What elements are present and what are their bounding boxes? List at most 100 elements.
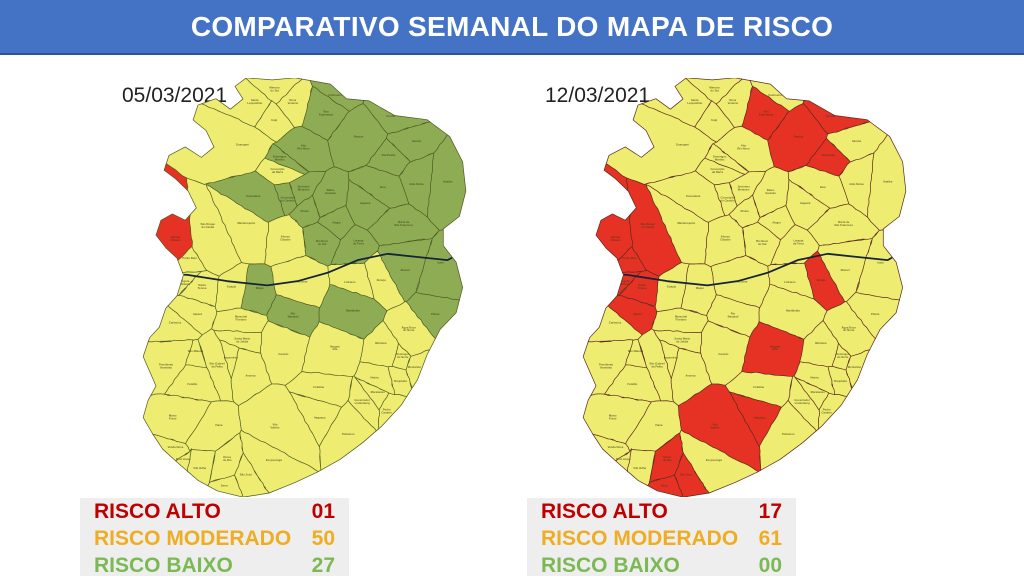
- svg-text:Ibitirama: Ibitirama: [375, 341, 387, 345]
- svg-text:Viana: Viana: [655, 423, 663, 427]
- svg-text:Vitória: Vitória: [370, 376, 379, 380]
- svg-text:PresidenteKennedy: Presidente Kennedy: [159, 363, 174, 370]
- svg-text:Muqui: Muqui: [256, 286, 264, 290]
- svg-text:Mucuri: Mucuri: [841, 268, 850, 272]
- svg-text:João Neiva: João Neiva: [409, 182, 424, 186]
- svg-text:Sooretama: Sooretama: [246, 194, 261, 198]
- svg-text:Bom Jesus: Bom Jesus: [616, 457, 631, 461]
- svg-text:Itarana: Itarana: [412, 139, 422, 143]
- svg-text:Ponto Belo: Ponto Belo: [182, 256, 197, 260]
- svg-text:Pinheiros: Pinheiros: [782, 432, 795, 436]
- svg-text:Fundão: Fundão: [187, 382, 197, 386]
- svg-text:Alegre: Alegre: [332, 220, 341, 224]
- svg-text:Itaguaçu: Itaguaçu: [754, 416, 766, 420]
- svg-text:Viana: Viana: [215, 423, 223, 427]
- svg-text:Brejetuba: Brejetuba: [394, 379, 407, 383]
- svg-text:Vila Pavão: Vila Pavão: [822, 153, 836, 157]
- svg-text:Itarana: Itarana: [852, 139, 862, 143]
- svg-text:Linhares: Linhares: [784, 280, 796, 284]
- svg-text:Iconha: Iconha: [826, 114, 835, 118]
- svg-text:São Gabrielda Palha: São Gabriel da Palha: [649, 361, 665, 368]
- svg-text:Água Docedo Norte: Água Doce do Norte: [401, 324, 416, 332]
- svg-text:Aracruz: Aracruz: [685, 373, 696, 377]
- svg-text:Ibitirama: Ibitirama: [815, 341, 827, 345]
- svg-text:Marilândia: Marilândia: [786, 308, 800, 312]
- svg-text:Muqui: Muqui: [696, 286, 704, 290]
- svg-text:São Roquedo Canaã: São Roque do Canaã: [641, 222, 656, 229]
- svg-text:Montanha: Montanha: [848, 365, 862, 369]
- svg-text:Ibatiba: Ibatiba: [883, 179, 892, 183]
- svg-text:Cariacica: Cariacica: [169, 321, 182, 325]
- svg-text:Serra: Serra: [221, 483, 229, 487]
- svg-text:Montanha: Montanha: [408, 365, 422, 369]
- svg-text:Castelo: Castelo: [278, 352, 288, 356]
- svg-text:Irupi: Irupi: [271, 118, 277, 122]
- svg-text:Pinheiros: Pinheiros: [342, 432, 355, 436]
- svg-text:Apiacá: Apiacá: [633, 312, 643, 316]
- svg-text:Cariacica: Cariacica: [609, 321, 622, 325]
- svg-text:Icatu: Icatu: [877, 261, 884, 265]
- svg-text:Fundão: Fundão: [627, 382, 637, 386]
- svg-text:Guarapari: Guarapari: [236, 142, 249, 146]
- svg-text:Venda Nova: Venda Nova: [168, 445, 184, 449]
- svg-text:Mantenópolis: Mantenópolis: [677, 221, 695, 225]
- svg-text:Colatina: Colatina: [753, 385, 764, 389]
- svg-text:Marataízes: Marataízes: [811, 390, 826, 394]
- svg-text:Mucuri: Mucuri: [401, 268, 410, 272]
- svg-text:Brejetuba: Brejetuba: [834, 379, 847, 383]
- svg-text:Guaçuí: Guaçuí: [227, 285, 237, 289]
- svg-text:SantaTeresa: Santa Teresa: [638, 283, 647, 290]
- svg-text:Vila Velha: Vila Velha: [633, 466, 646, 470]
- svg-text:Serra: Serra: [661, 483, 669, 487]
- svg-text:Colatina: Colatina: [313, 385, 324, 389]
- svg-text:Piúma: Piúma: [871, 312, 880, 316]
- svg-text:Jaguaré: Jaguaré: [360, 201, 371, 205]
- svg-text:PresidenteKennedy: Presidente Kennedy: [599, 363, 614, 370]
- svg-text:Icatu: Icatu: [437, 261, 444, 265]
- svg-text:Ibiraçu: Ibiraçu: [817, 278, 826, 282]
- svg-text:Guaçuí: Guaçuí: [667, 285, 677, 289]
- svg-text:Ecoporanga: Ecoporanga: [266, 458, 282, 462]
- svg-text:Marataízes: Marataízes: [371, 390, 386, 394]
- svg-text:Conceiçãodo Castelo: Conceição do Castelo: [280, 195, 294, 202]
- svg-text:Itapemirim: Itapemirim: [664, 356, 679, 360]
- svg-text:Ibatiba: Ibatiba: [443, 179, 452, 183]
- svg-text:Vitória: Vitória: [810, 376, 819, 380]
- svg-text:JerônimoMonteiro: Jerônimo Monteiro: [297, 184, 310, 191]
- svg-text:Cachoeiro: Cachoeiro: [328, 93, 342, 97]
- svg-text:Mimosodo Sul: Mimoso do Sul: [709, 86, 720, 93]
- svg-text:São José: São José: [240, 472, 253, 476]
- svg-text:São Mateus: São Mateus: [188, 349, 204, 353]
- svg-text:Jaguaré: Jaguaré: [800, 201, 811, 205]
- svg-text:João Neiva: João Neiva: [849, 182, 864, 186]
- svg-text:Pancas: Pancas: [794, 135, 804, 139]
- svg-text:Pancas: Pancas: [354, 135, 364, 139]
- svg-text:Iúna: Iúna: [380, 185, 386, 189]
- svg-text:Divino: Divino: [741, 209, 750, 213]
- svg-text:Divino: Divino: [301, 209, 310, 213]
- svg-text:Irupi: Irupi: [711, 118, 717, 122]
- svg-text:Ibiraçu: Ibiraçu: [377, 278, 386, 282]
- svg-text:Ponto Belo: Ponto Belo: [622, 256, 637, 260]
- svg-text:Cachoeiro: Cachoeiro: [768, 93, 782, 97]
- svg-text:JerônimoMonteiro: Jerônimo Monteiro: [737, 184, 750, 191]
- svg-text:Marilândia: Marilândia: [346, 308, 360, 312]
- svg-text:São Mateus: São Mateus: [628, 349, 644, 353]
